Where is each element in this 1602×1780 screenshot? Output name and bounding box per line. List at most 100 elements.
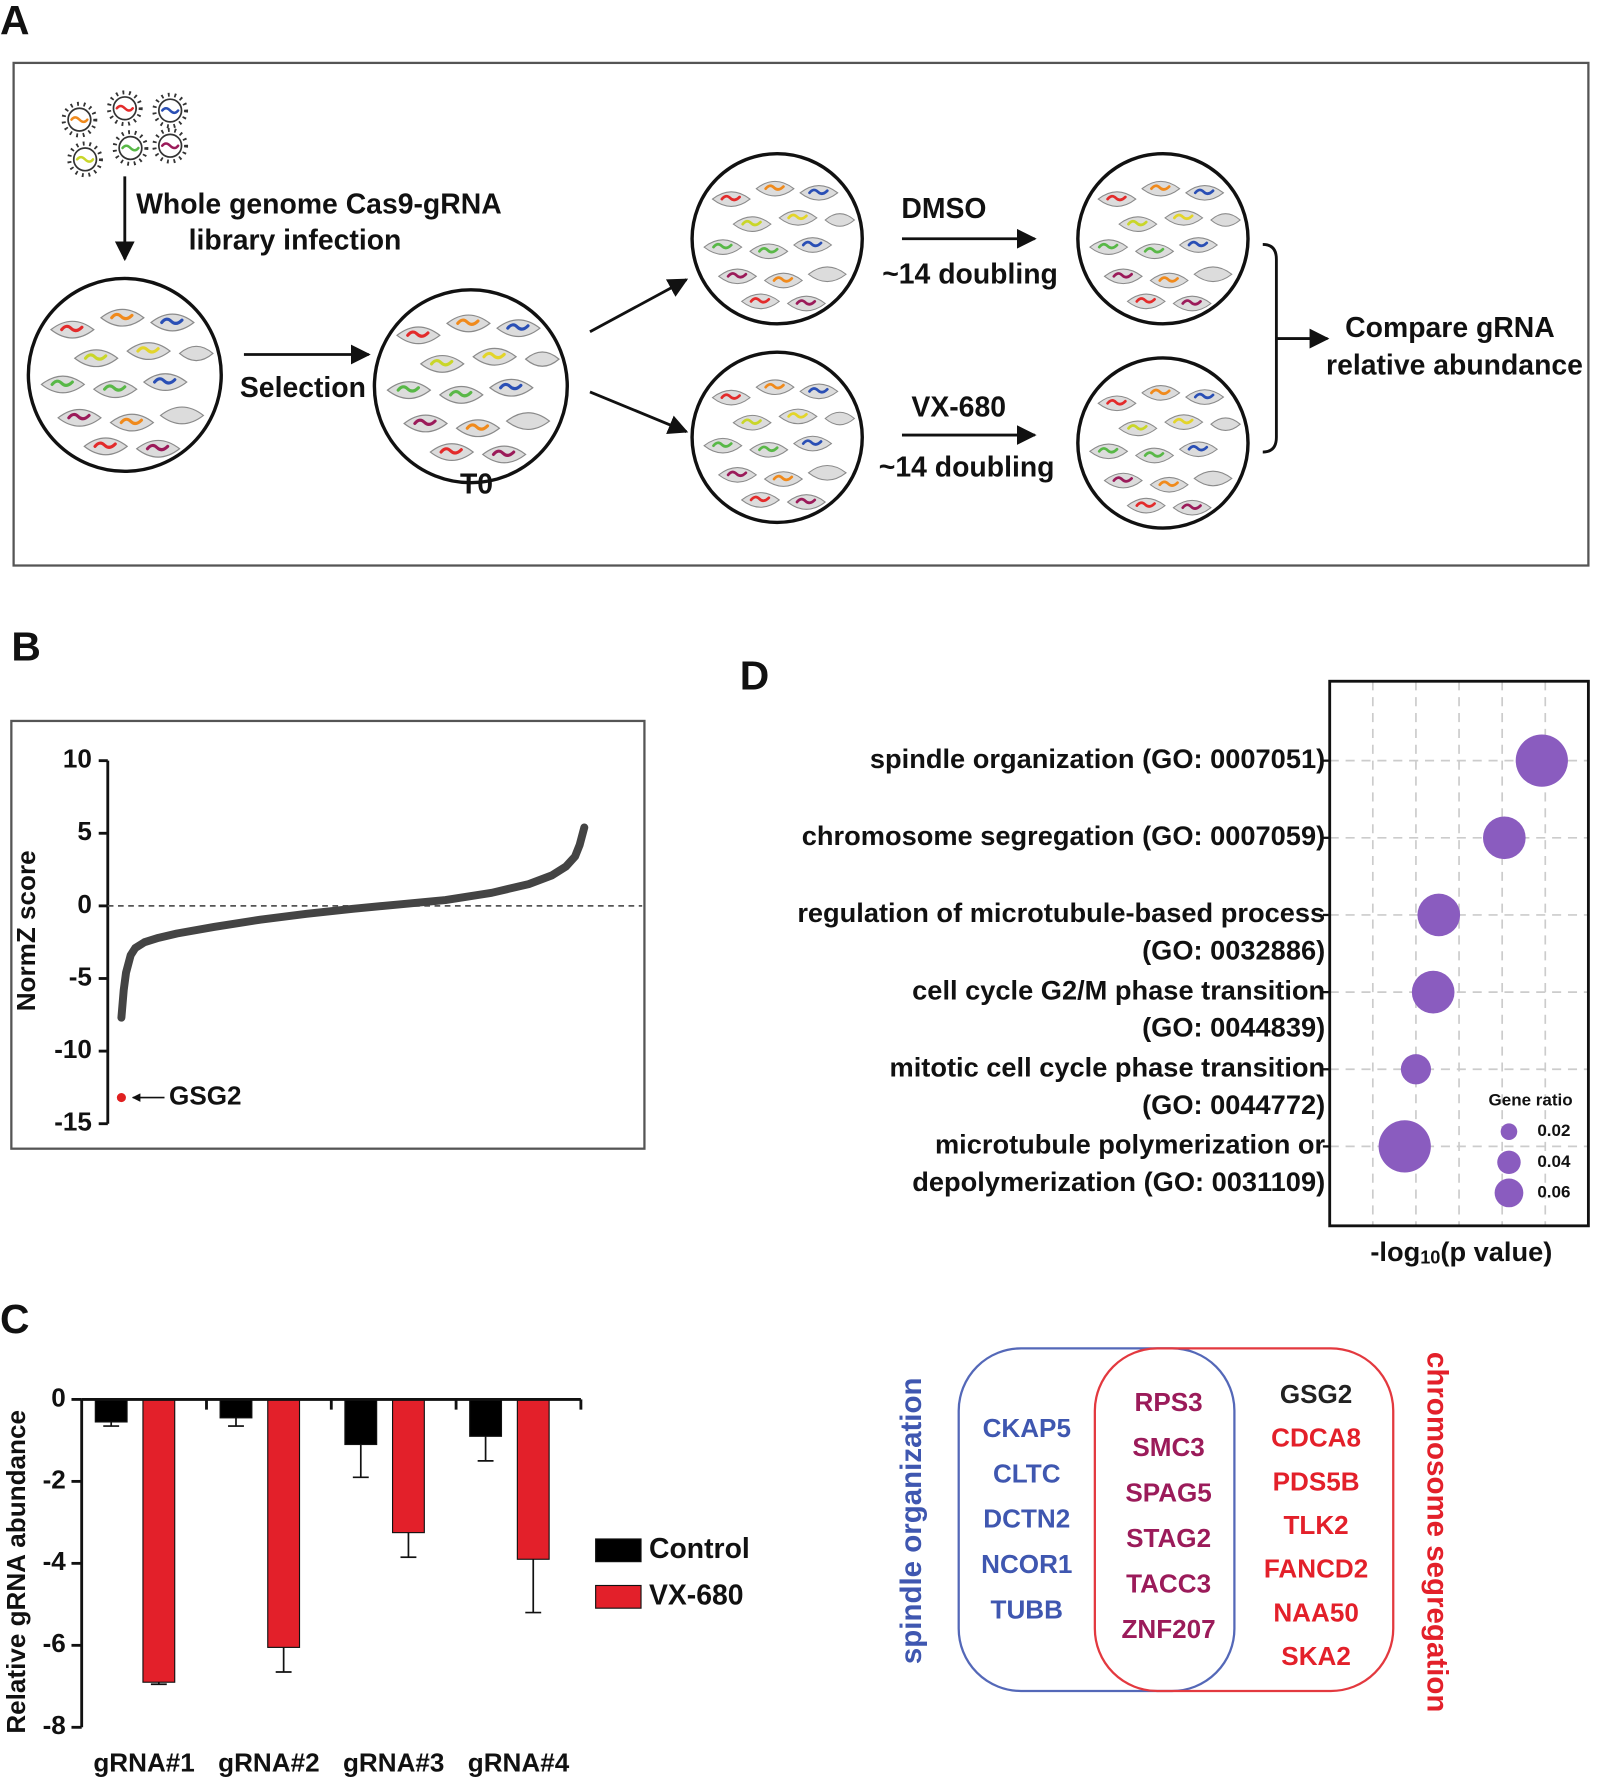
diagram-label: Selection bbox=[240, 372, 366, 404]
gene-label: TACC3 bbox=[1126, 1568, 1211, 1598]
category-label: regulation of microtubule-based process bbox=[797, 897, 1325, 928]
gene-label: CDCA8 bbox=[1271, 1423, 1361, 1453]
y-tick-label: -4 bbox=[43, 1546, 67, 1576]
gene-label: PDS5B bbox=[1273, 1466, 1360, 1496]
diagram-label: library infection bbox=[189, 225, 402, 257]
frame bbox=[12, 61, 1590, 567]
diagram-label: VX-680 bbox=[911, 391, 1006, 423]
legend-swatch bbox=[595, 1538, 642, 1563]
bar bbox=[391, 1398, 425, 1534]
viruses bbox=[61, 90, 189, 178]
bar bbox=[142, 1398, 176, 1683]
gene-label: DCTN2 bbox=[983, 1504, 1070, 1534]
gene-label: SMC3 bbox=[1132, 1432, 1204, 1462]
y-tick-label: 5 bbox=[77, 816, 92, 846]
size-legend-bubble bbox=[1497, 1150, 1521, 1175]
category-label: chromosome segregation (GO: 0007059) bbox=[802, 820, 1325, 851]
category-label: microtubule polymerization or bbox=[935, 1129, 1326, 1160]
legend-label: Control bbox=[649, 1533, 750, 1565]
diagram-label: relative abundance bbox=[1326, 349, 1583, 381]
bubble bbox=[1411, 970, 1455, 1014]
size-legend-label: 0.02 bbox=[1537, 1121, 1570, 1140]
diagram-label: ~14 doubling bbox=[879, 452, 1055, 484]
dish bbox=[1076, 356, 1250, 530]
bubble bbox=[1417, 893, 1461, 937]
venn-set bbox=[957, 1347, 1236, 1693]
bubble bbox=[1482, 816, 1526, 860]
legend-swatch bbox=[595, 1584, 642, 1609]
bar bbox=[267, 1398, 301, 1648]
gene-label: STAG2 bbox=[1126, 1523, 1211, 1553]
dish bbox=[26, 276, 223, 474]
gene-label: ZNF207 bbox=[1121, 1614, 1215, 1644]
size-legend-label: 0.06 bbox=[1537, 1182, 1570, 1201]
dish bbox=[690, 350, 864, 525]
category-label: cell cycle G2/M phase transition bbox=[912, 974, 1325, 1005]
y-tick-label: 10 bbox=[63, 744, 92, 774]
gene-label: FANCD2 bbox=[1264, 1554, 1368, 1584]
y-tick-label: -15 bbox=[54, 1107, 92, 1137]
data-line bbox=[117, 823, 589, 1022]
dish bbox=[1076, 151, 1250, 326]
diagram: Whole genome Cas9-gRNA library infection… bbox=[12, 61, 1590, 567]
diagram-label: DMSO bbox=[901, 193, 986, 225]
diagram-label: T0 bbox=[460, 469, 493, 501]
legend-label: VX-680 bbox=[649, 1579, 744, 1611]
y-axis-label: NormZ score bbox=[11, 850, 41, 1011]
gene-label: TLK2 bbox=[1283, 1510, 1348, 1540]
x-tick-label: gRNA#1 bbox=[93, 1748, 194, 1778]
diagram-label: Compare gRNA bbox=[1345, 312, 1555, 344]
x-axis-label: -log10(p value) bbox=[1370, 1236, 1552, 1267]
y-tick-label: -5 bbox=[69, 961, 92, 991]
size-legend-label: 0.04 bbox=[1537, 1152, 1571, 1171]
gene-label: CKAP5 bbox=[983, 1413, 1071, 1443]
gene-label: TUBB bbox=[991, 1594, 1063, 1624]
y-tick-label: -2 bbox=[43, 1464, 66, 1494]
bracket bbox=[1262, 243, 1278, 454]
panel-label: A bbox=[0, 0, 29, 43]
bubble bbox=[1515, 734, 1568, 787]
bar bbox=[344, 1398, 378, 1446]
gene-label: SKA2 bbox=[1281, 1641, 1351, 1671]
annotation: GSG2 bbox=[169, 1080, 241, 1110]
category-label: (GO: 0044772) bbox=[1142, 1089, 1325, 1120]
bar bbox=[94, 1398, 128, 1423]
bar bbox=[469, 1398, 503, 1437]
arrow bbox=[589, 278, 689, 334]
size-legend-title: Gene ratio bbox=[1489, 1091, 1573, 1110]
gene-label: SPAG5 bbox=[1125, 1478, 1211, 1508]
x-axis-label-part: (p value) bbox=[1440, 1236, 1552, 1267]
panel-label: B bbox=[11, 623, 41, 669]
size-legend-bubble bbox=[1494, 1178, 1524, 1208]
size-legend-bubble bbox=[1500, 1123, 1518, 1140]
gene-label: GSG2 bbox=[1280, 1379, 1352, 1409]
y-tick-label: -6 bbox=[43, 1628, 66, 1658]
venn-title: spindle organization bbox=[895, 1377, 928, 1664]
venn-set bbox=[1093, 1347, 1395, 1693]
category-label: (GO: 0032886) bbox=[1142, 935, 1325, 966]
category-label: (GO: 0044839) bbox=[1142, 1012, 1325, 1043]
bubble bbox=[1400, 1054, 1432, 1085]
diagram-label: Whole genome Cas9-gRNA bbox=[136, 188, 502, 220]
y-tick-label: -8 bbox=[43, 1710, 66, 1740]
gene-label: RPS3 bbox=[1135, 1387, 1203, 1417]
gene-label: NCOR1 bbox=[981, 1549, 1072, 1579]
category-label: spindle organization (GO: 0007051) bbox=[870, 743, 1325, 774]
x-tick-label: gRNA#2 bbox=[218, 1748, 319, 1778]
y-tick-label: 0 bbox=[51, 1382, 66, 1412]
x-tick-label: gRNA#4 bbox=[468, 1748, 570, 1778]
bubble bbox=[1378, 1120, 1431, 1173]
plot-frame bbox=[1328, 679, 1590, 1228]
panel-label: C bbox=[0, 1296, 29, 1342]
category-label: mitotic cell cycle phase transition bbox=[890, 1051, 1326, 1082]
gene-label: NAA50 bbox=[1273, 1597, 1359, 1627]
highlight-point bbox=[116, 1093, 126, 1103]
diagram-label: ~14 doubling bbox=[882, 259, 1058, 291]
dish bbox=[690, 151, 864, 326]
x-axis-label-part: -log bbox=[1370, 1236, 1420, 1267]
x-axis-label-part: 10 bbox=[1420, 1248, 1440, 1268]
panel-frame bbox=[10, 719, 646, 1150]
y-tick-label: 0 bbox=[77, 889, 92, 919]
y-axis-label: Relative gRNA abundance bbox=[1, 1410, 31, 1734]
